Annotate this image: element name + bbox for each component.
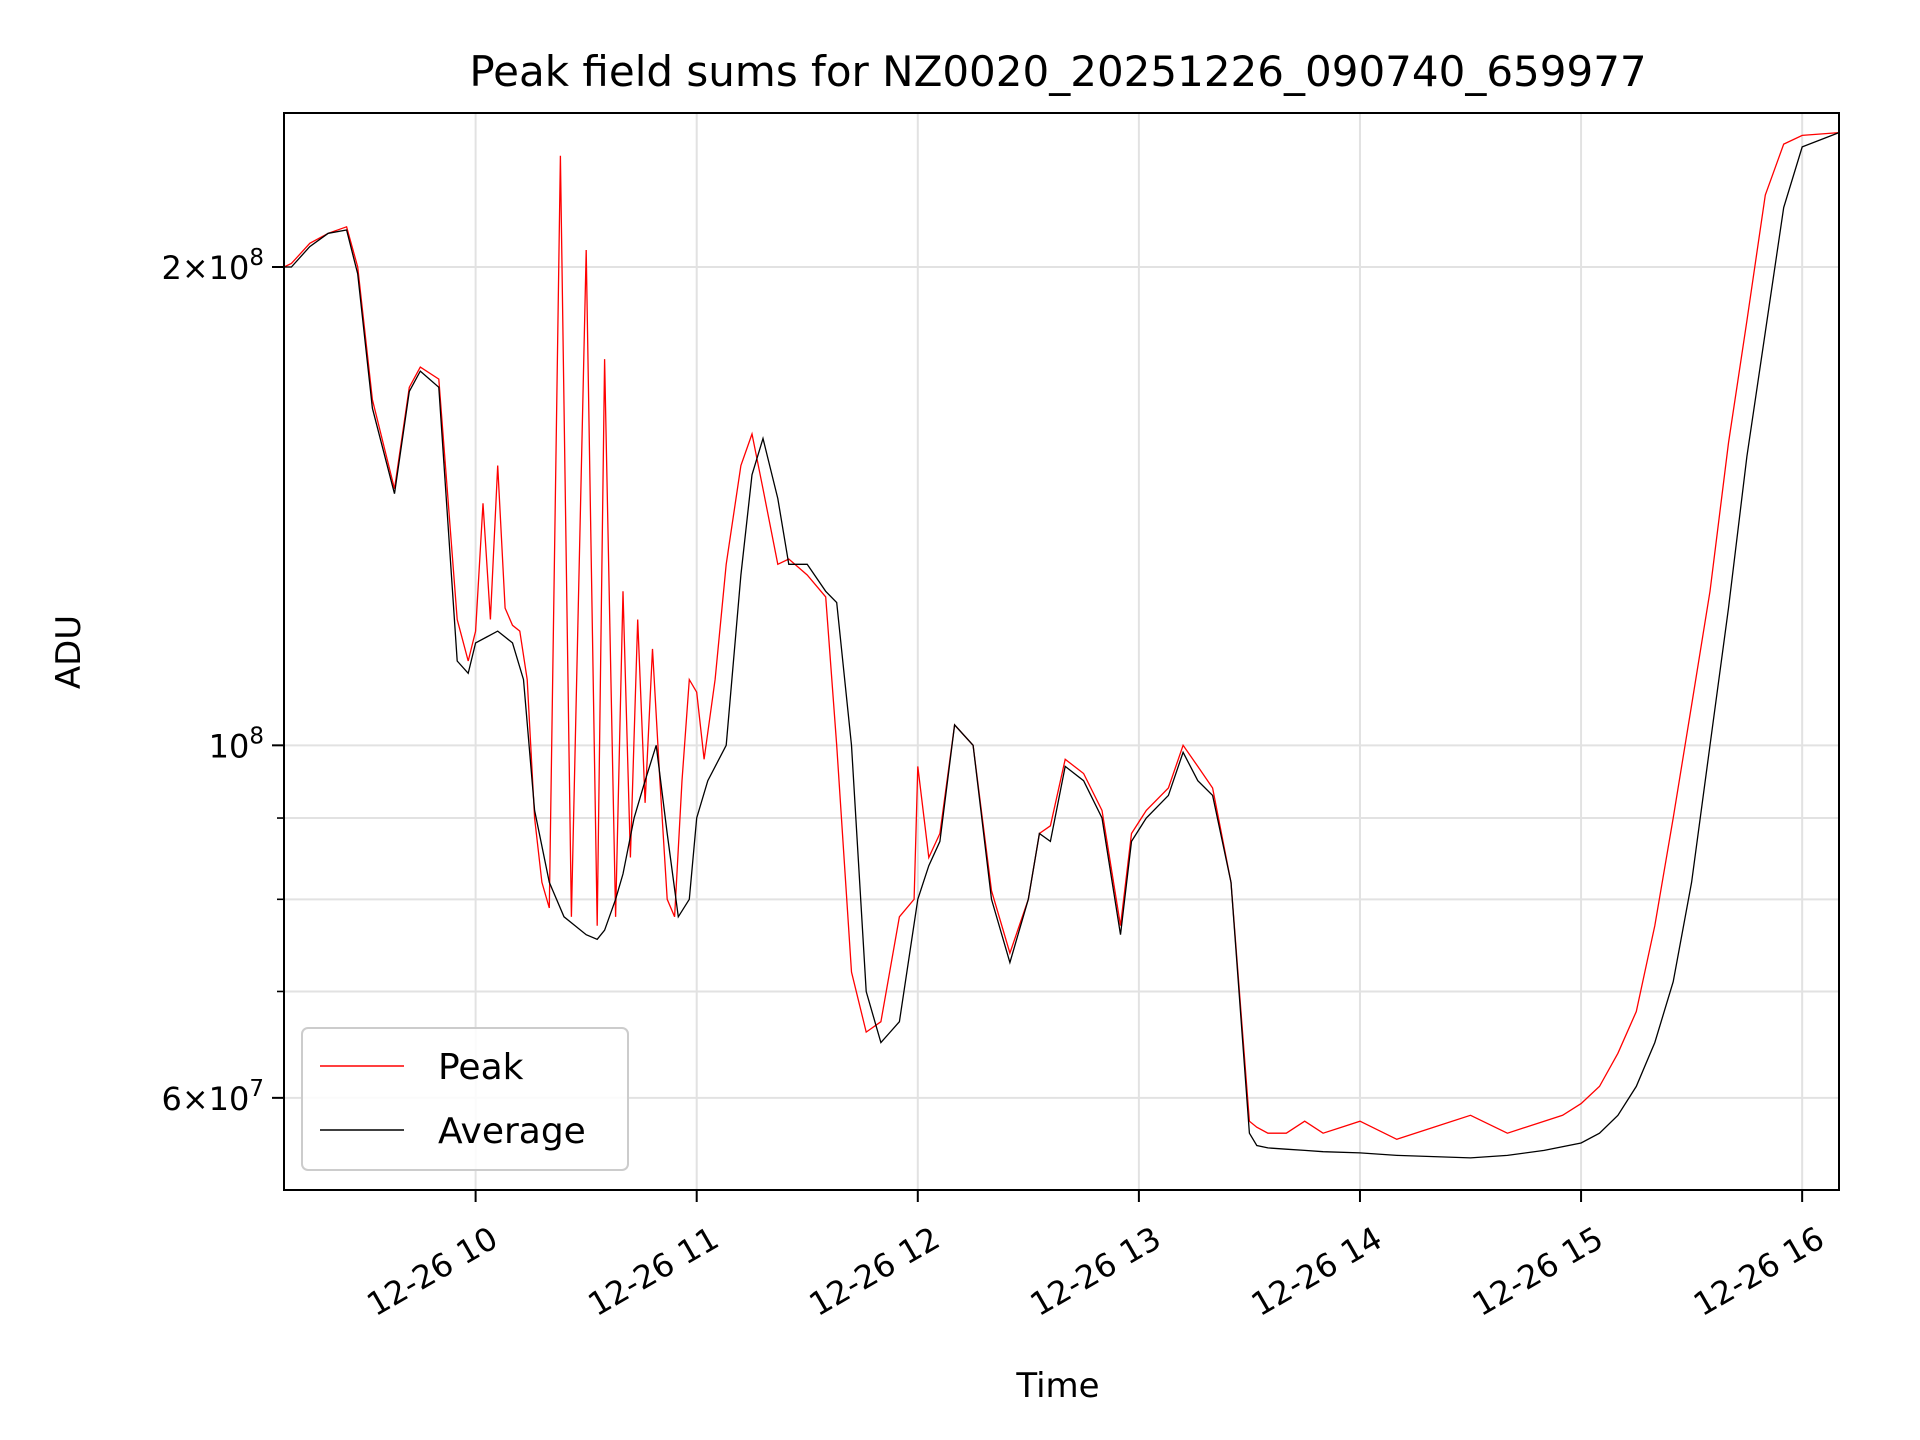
series-line-peak (283, 131, 1840, 1141)
chart-title: Peak field sums for NZ0020_20251226_0907… (469, 47, 1646, 96)
series-line-average (284, 131, 1840, 1159)
y-axis-label: ADU (49, 615, 89, 689)
legend: Peak Average (301, 1027, 629, 1171)
x-axis-label: Time (1015, 1366, 1099, 1406)
x-tick-label: 12-26 14 (1245, 1219, 1389, 1324)
y-tick-label: 108 (209, 723, 264, 765)
legend-box (301, 1027, 629, 1171)
plot-frame (283, 112, 1840, 1191)
x-tick-label: 12-26 13 (1024, 1219, 1168, 1324)
series-layer (283, 131, 1840, 1159)
x-tick-label: 12-26 11 (582, 1219, 726, 1324)
x-tick-label: 12-26 10 (360, 1219, 504, 1324)
legend-label-peak: Peak (438, 1047, 524, 1088)
y-tick-label: 6×107 (161, 1076, 264, 1118)
grid-layer (284, 113, 1839, 1190)
y-tick-label: 2×108 (161, 245, 264, 287)
x-tick-label: 12-26 15 (1466, 1219, 1610, 1324)
x-tick-label: 12-26 16 (1687, 1219, 1831, 1324)
x-tick-label: 12-26 12 (803, 1219, 947, 1324)
legend-label-average: Average (438, 1111, 586, 1152)
